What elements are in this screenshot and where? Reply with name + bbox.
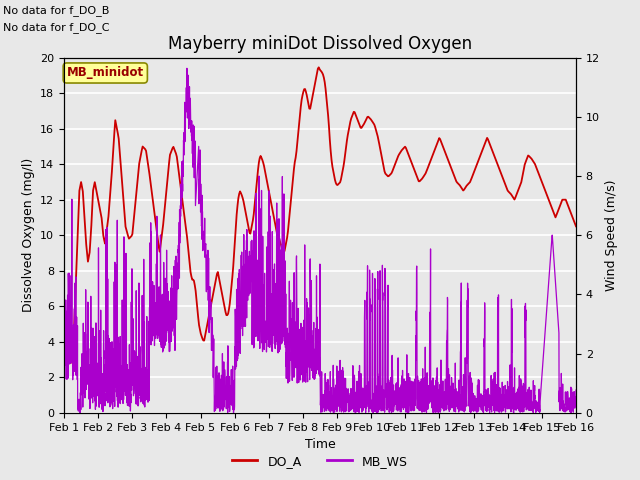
DO_A xyxy=(67,360,75,366)
Text: MB_minidot: MB_minidot xyxy=(67,66,144,80)
DO_A xyxy=(447,165,455,171)
DO_A xyxy=(572,224,580,229)
MB_WS xyxy=(230,410,237,416)
MB_WS xyxy=(60,264,68,269)
DO_A xyxy=(315,64,323,70)
MB_WS xyxy=(572,387,580,393)
Text: No data for f_DO_B: No data for f_DO_B xyxy=(3,5,109,16)
Title: Mayberry miniDot Dissolved Oxygen: Mayberry miniDot Dissolved Oxygen xyxy=(168,35,472,53)
MB_WS xyxy=(149,293,157,299)
MB_WS xyxy=(279,334,287,340)
DO_A xyxy=(364,114,371,120)
Y-axis label: Wind Speed (m/s): Wind Speed (m/s) xyxy=(605,180,618,291)
Line: DO_A: DO_A xyxy=(64,67,576,363)
MB_WS xyxy=(118,384,126,389)
DO_A xyxy=(152,218,159,224)
DO_A xyxy=(404,149,412,155)
DO_A xyxy=(292,148,300,154)
DO_A xyxy=(60,312,68,318)
Text: No data for f_DO_C: No data for f_DO_C xyxy=(3,22,109,33)
Line: MB_WS: MB_WS xyxy=(64,68,576,413)
MB_WS xyxy=(257,328,264,334)
X-axis label: Time: Time xyxy=(305,438,335,451)
MB_WS xyxy=(183,65,191,71)
Legend: DO_A, MB_WS: DO_A, MB_WS xyxy=(227,450,413,473)
Y-axis label: Dissolved Oxygen (mg/l): Dissolved Oxygen (mg/l) xyxy=(22,158,35,312)
DO_A xyxy=(193,297,200,302)
MB_WS xyxy=(508,391,515,397)
MB_WS xyxy=(563,400,570,406)
